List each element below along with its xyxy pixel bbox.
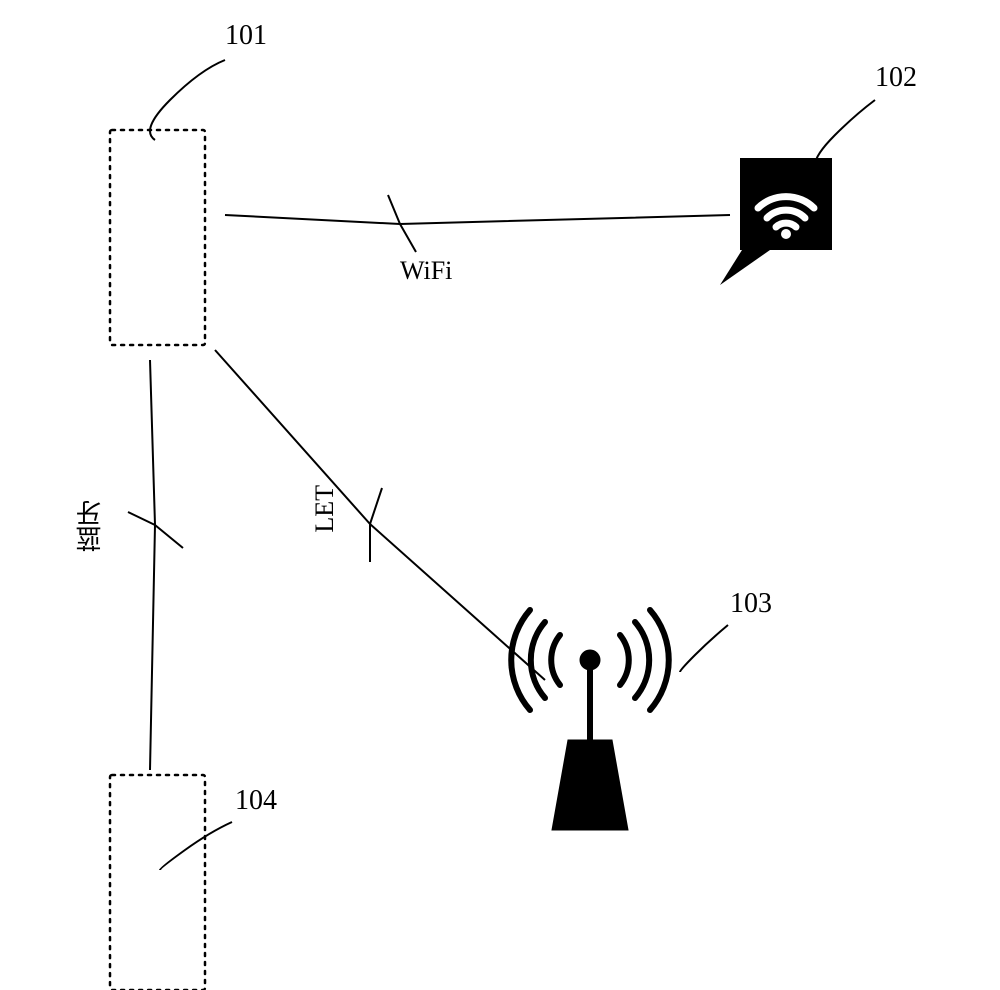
ref-104: 104	[235, 785, 277, 817]
leader-101	[150, 60, 225, 140]
ref-101: 101	[225, 20, 267, 52]
svg-overlay	[0, 0, 1000, 990]
wifi-label: WiFi	[400, 256, 452, 286]
lte-bolt	[215, 350, 545, 680]
bluetooth-bolt	[128, 360, 183, 770]
phone-bottom-rect	[110, 775, 205, 990]
phone-top-rect	[110, 130, 205, 345]
leader-102	[815, 100, 875, 165]
wifi-icon	[740, 158, 832, 250]
wifi-bubble-tail	[720, 250, 770, 285]
diagram-canvas: 101 102 103 104 WiFi LET 蓝牙	[0, 0, 1000, 990]
wifi-bubble-box	[740, 158, 832, 250]
ref-103: 103	[730, 588, 772, 620]
lte-label: LET	[310, 485, 340, 533]
bluetooth-label: 蓝牙	[72, 500, 109, 552]
wifi-bolt	[225, 195, 730, 252]
ref-102: 102	[875, 62, 917, 94]
leader-103	[680, 625, 728, 672]
leader-104	[160, 822, 232, 870]
tower-icon	[511, 610, 669, 830]
